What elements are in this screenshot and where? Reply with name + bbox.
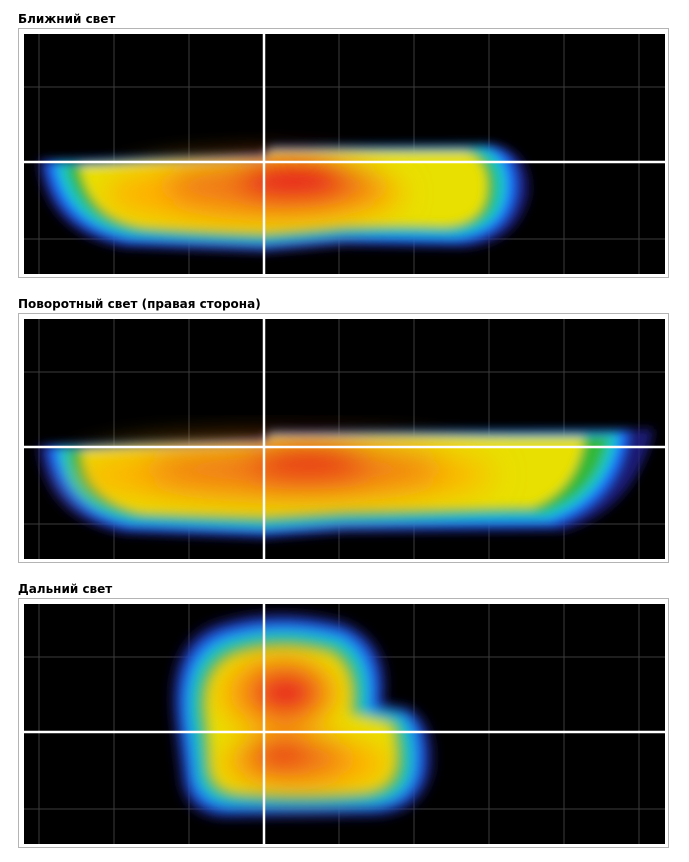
low-beam-heatmap [24,34,665,274]
panel-title-low-beam: Ближний свет [18,12,116,26]
cornering-light-heatmap [24,319,665,559]
high-beam-heatmap [24,604,665,844]
high-beam-panel [18,598,669,848]
low-beam-panel [18,28,669,278]
cornering-light-panel [18,313,669,563]
panel-title-cornering-light: Поворотный свет (правая сторона) [18,297,261,311]
panel-title-high-beam: Дальний свет [18,582,113,596]
